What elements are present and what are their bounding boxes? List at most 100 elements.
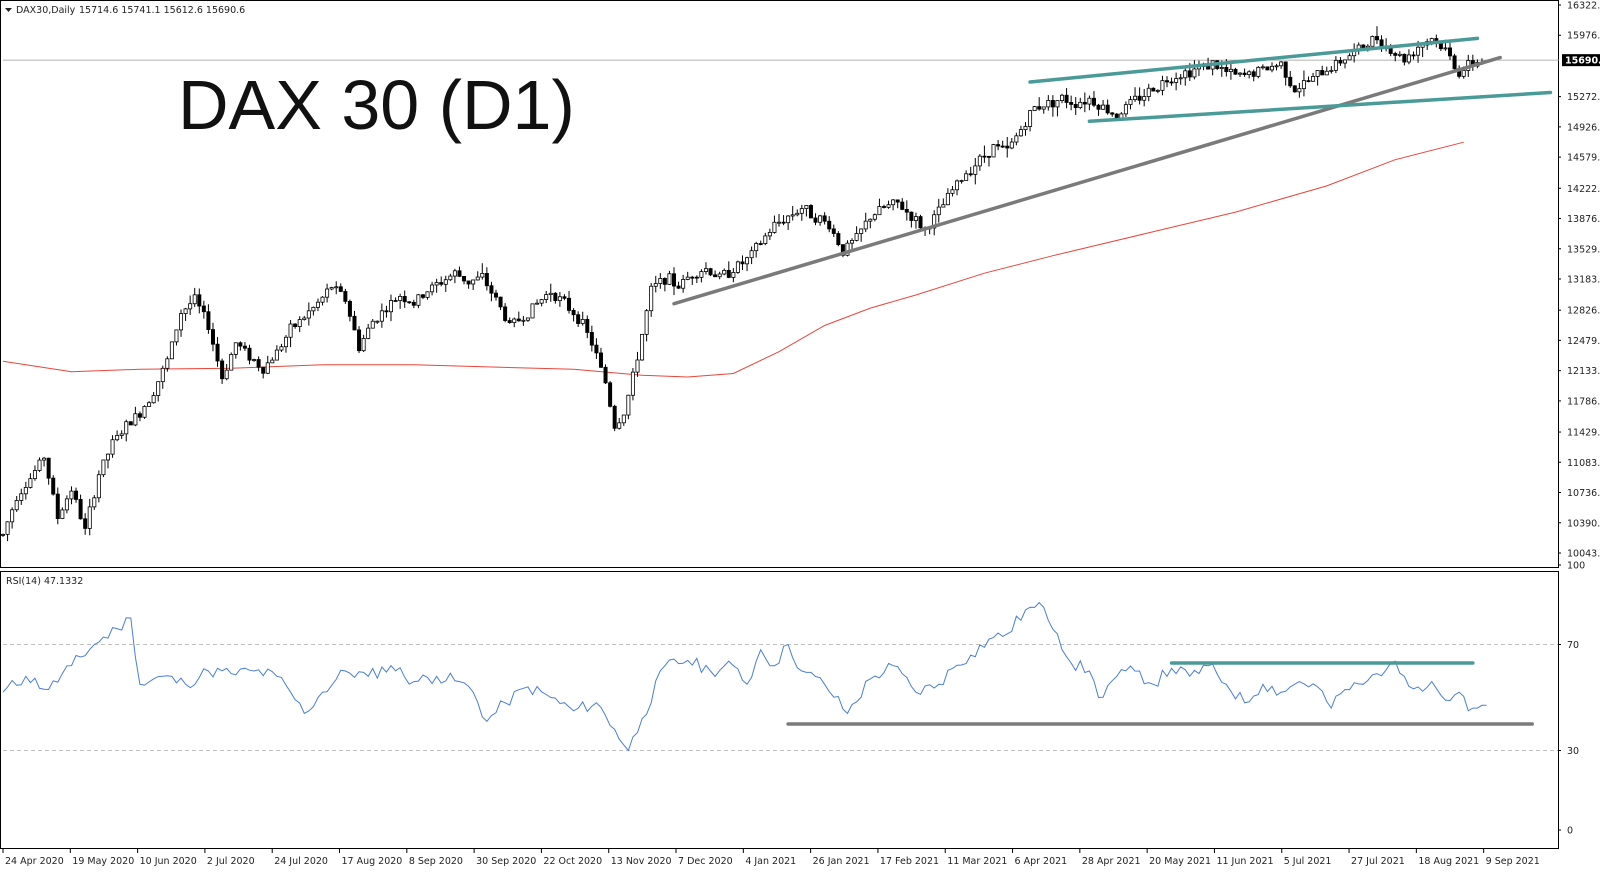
candle-body: [297, 319, 302, 328]
candle-body: [192, 294, 197, 305]
rsi-level-lines: [3, 644, 1558, 751]
candle-body: [252, 359, 257, 361]
candle-body: [1242, 72, 1247, 76]
candle-body: [105, 453, 110, 461]
candle-body: [781, 221, 786, 224]
candle-body: [868, 218, 873, 222]
candle-body: [1123, 104, 1128, 115]
rsi-pane-frame: [0, 571, 1559, 849]
candle-body: [302, 317, 307, 320]
time-tick-label: 19 May 2020: [72, 856, 134, 867]
main-pane-frame: [0, 0, 1559, 568]
time-tick-label: 28 Apr 2021: [1082, 856, 1141, 867]
candle-body: [197, 294, 202, 307]
candle-body: [388, 300, 393, 313]
candle-body: [0, 533, 6, 536]
header-info: DAX30,Daily 15714.6 15741.1 15612.6 1569…: [5, 5, 245, 16]
time-tick-label: 17 Aug 2020: [342, 856, 403, 867]
candle-body: [347, 300, 352, 317]
candle-body: [640, 333, 645, 361]
candle-body: [425, 291, 430, 298]
candle-body: [1343, 59, 1348, 64]
candle-body: [78, 499, 83, 520]
candle-body: [1219, 67, 1224, 69]
candle-body: [37, 459, 42, 471]
price-tick-label: 15976.0: [1567, 31, 1600, 42]
candle-body: [270, 359, 275, 364]
candle-body: [416, 294, 421, 306]
moving-average-line: [2, 141, 1464, 378]
candle-body: [338, 286, 343, 292]
candle-body: [156, 381, 161, 396]
candle-body: [1192, 68, 1197, 78]
candle-body: [1448, 47, 1453, 57]
candle-body: [352, 315, 357, 331]
candle-body: [1333, 60, 1338, 71]
candle-body: [1320, 70, 1325, 76]
trendline[interactable]: [672, 55, 1502, 306]
candle-body: [210, 329, 215, 345]
candle-body: [320, 296, 325, 303]
trendline[interactable]: [1028, 36, 1480, 84]
candle-body: [1060, 94, 1065, 101]
candle-body: [462, 275, 467, 282]
candle-body: [1311, 76, 1316, 82]
candle-body: [845, 242, 850, 256]
time-tick-label: 22 Oct 2020: [543, 856, 602, 867]
candle-body: [1009, 141, 1014, 149]
candle-body: [649, 285, 654, 312]
rsi-label: RSI(14) 47.1332: [6, 576, 83, 587]
time-tick-label: 13 Nov 2020: [611, 856, 672, 867]
candle-body: [571, 309, 576, 316]
candle-body: [653, 283, 658, 287]
candle-body: [717, 273, 722, 278]
candle-body: [28, 478, 33, 488]
candle-body: [777, 221, 782, 224]
candle-body: [430, 284, 435, 293]
time-axis: 24 Apr 2020 19 May 2020 10 Jun 2020 2 Jul 2…: [2, 849, 1540, 867]
candle-body: [708, 268, 713, 276]
candle-body: [147, 402, 152, 407]
candle-body: [110, 439, 115, 455]
price-tick-label: 11083.0: [1567, 458, 1600, 469]
trendline[interactable]: [1087, 90, 1553, 124]
candle-body: [726, 269, 731, 278]
candle-body: [863, 220, 868, 230]
dropdown-triangle-icon[interactable]: [5, 8, 12, 12]
candle-body: [1393, 53, 1398, 56]
candle-body: [402, 296, 407, 303]
current-price-tag: 15690.6: [1562, 54, 1600, 67]
candle-body: [69, 490, 74, 500]
candle-body: [1288, 76, 1293, 87]
candle-body: [598, 352, 603, 368]
candle-body: [1397, 53, 1402, 56]
candle-body: [521, 319, 526, 322]
candle-body: [361, 338, 366, 352]
time-tick-label: 18 Aug 2021: [1418, 856, 1479, 867]
candle-body: [51, 477, 56, 495]
candle-body: [165, 358, 170, 369]
candle-body: [900, 201, 905, 210]
candle-body: [594, 344, 599, 354]
candle-body: [754, 243, 759, 252]
candle-body: [722, 269, 727, 275]
rsi-line-layer: [2, 601, 1487, 752]
candle-body: [1370, 36, 1375, 47]
candle-body: [630, 371, 635, 396]
candle-body: [1402, 53, 1407, 63]
candle-body: [279, 346, 284, 351]
candle-body: [1324, 70, 1329, 76]
candle-body: [530, 303, 535, 319]
candle-body: [315, 301, 320, 308]
price-tick-label: 13529.5: [1567, 244, 1600, 255]
candle-body: [662, 278, 667, 285]
candle-body: [448, 275, 453, 281]
candle-body: [548, 292, 553, 295]
candle-body: [1046, 100, 1051, 108]
candle-body: [1416, 46, 1421, 56]
candle-body: [60, 509, 65, 519]
candle-body: [188, 303, 193, 310]
price-tick-label: 12133.0: [1567, 366, 1600, 377]
candle-body: [886, 204, 891, 208]
